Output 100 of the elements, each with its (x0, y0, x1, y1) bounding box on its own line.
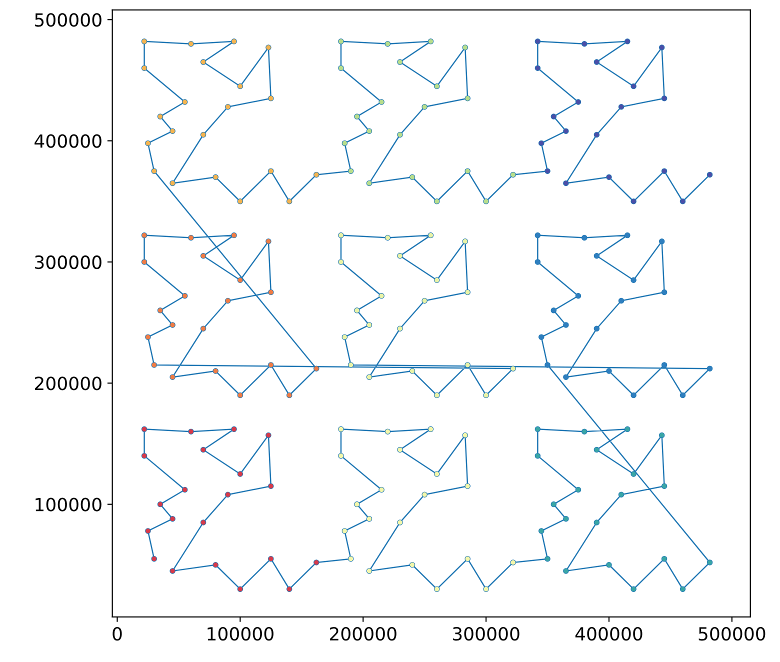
point (268, 289, 274, 296)
point (314, 560, 320, 566)
point (225, 492, 231, 498)
point (338, 426, 344, 432)
point (434, 198, 440, 204)
point (661, 289, 668, 296)
point (397, 132, 403, 138)
point (658, 238, 665, 244)
point (462, 432, 468, 438)
point (338, 65, 344, 71)
point (378, 293, 384, 299)
point (170, 568, 176, 574)
point (188, 40, 194, 47)
point (680, 392, 686, 398)
point (434, 277, 440, 284)
point (141, 232, 148, 238)
point (563, 516, 569, 522)
point (212, 368, 218, 374)
point (661, 168, 668, 174)
point (268, 362, 274, 368)
point (266, 238, 272, 244)
point (188, 428, 194, 434)
point (483, 392, 489, 398)
point (624, 38, 630, 44)
point (141, 259, 148, 265)
point (538, 140, 544, 146)
point (338, 259, 344, 265)
point (563, 374, 569, 380)
point (145, 140, 151, 146)
point (630, 586, 636, 592)
point (397, 326, 403, 332)
x-tick-label: 500000 (698, 627, 766, 641)
point (286, 198, 292, 204)
point (464, 168, 470, 174)
point (582, 40, 588, 47)
point (630, 198, 636, 204)
point (182, 99, 188, 105)
point (314, 172, 320, 178)
point (225, 104, 231, 110)
point (464, 96, 470, 102)
y-tick-label: 500000 (35, 13, 102, 27)
point (582, 234, 588, 241)
point (483, 586, 489, 592)
point (434, 586, 440, 592)
point (268, 483, 274, 489)
point (434, 83, 440, 90)
point (157, 114, 164, 120)
point (462, 44, 468, 50)
y-tick-label: 100000 (36, 498, 102, 512)
point (464, 362, 470, 368)
point (366, 128, 372, 134)
point (314, 366, 320, 372)
point (212, 562, 218, 568)
point (630, 471, 636, 477)
x-tick-label: 0 (112, 627, 122, 641)
point (354, 308, 360, 314)
point (157, 501, 164, 508)
point (200, 326, 206, 332)
point (200, 132, 206, 138)
point (661, 483, 668, 489)
point (538, 334, 544, 340)
point (464, 556, 470, 562)
point (145, 334, 151, 340)
point (428, 426, 434, 432)
point (182, 486, 188, 493)
point (661, 96, 668, 102)
point (510, 172, 516, 178)
point (534, 38, 541, 44)
x-tick-label: 200000 (330, 627, 396, 641)
point (550, 308, 557, 314)
point (464, 483, 470, 489)
point (624, 232, 630, 238)
point (618, 104, 624, 110)
point (378, 99, 384, 105)
point (544, 168, 550, 174)
point (378, 486, 384, 493)
point (397, 59, 403, 65)
point (231, 426, 237, 432)
point (630, 83, 636, 90)
point (397, 253, 403, 259)
point (409, 562, 416, 568)
y-tick-label: 400000 (34, 134, 102, 148)
point (706, 172, 713, 178)
point (464, 289, 470, 296)
point (141, 65, 148, 71)
point (354, 114, 360, 120)
point (594, 132, 600, 138)
point (342, 334, 348, 340)
point (594, 520, 600, 526)
point (680, 198, 686, 204)
point (575, 99, 582, 105)
point (661, 556, 668, 562)
point (606, 368, 612, 374)
point (422, 298, 428, 304)
point (237, 83, 244, 90)
point (606, 562, 612, 568)
point (434, 471, 440, 477)
point (286, 392, 292, 398)
point (618, 298, 624, 304)
point (563, 180, 569, 186)
